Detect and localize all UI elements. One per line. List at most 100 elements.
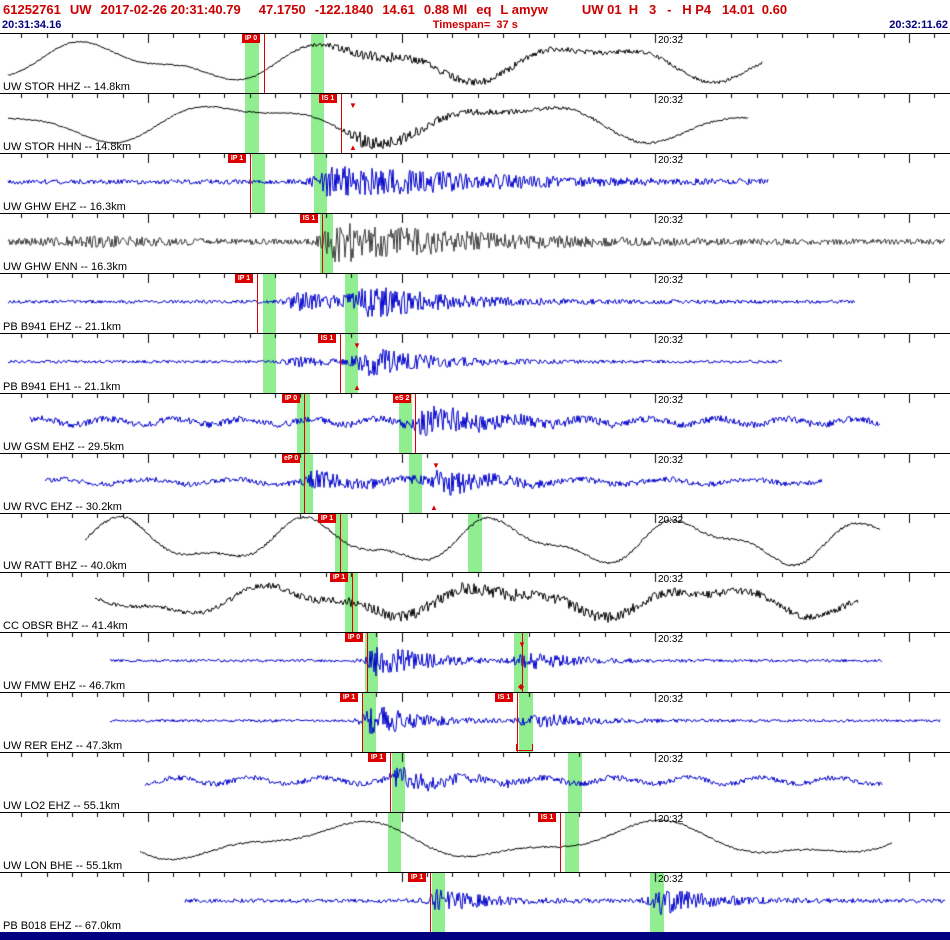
pick-label[interactable]: IP 1 — [408, 873, 426, 883]
event-network: UW — [69, 2, 92, 17]
waveform-canvas[interactable] — [0, 393, 950, 453]
station-label: UW RATT BHZ -- 40.0km — [3, 560, 127, 573]
pick-label[interactable]: IS 1 — [495, 693, 513, 703]
pick-label[interactable]: eS 2 — [393, 393, 412, 403]
trace-panel[interactable]: IP 1 20:32 UW LO2 EHZ -- 55.1km — [0, 752, 950, 813]
pick-label[interactable]: IP 1 — [330, 573, 348, 583]
trace-panel[interactable]: IP 0 ▼ ◆ 20:32 UW FMW EHZ -- 46.7km — [0, 632, 950, 693]
origin-time: 2017-02-26 20:31:40.79 — [100, 2, 241, 17]
waveform-canvas[interactable] — [0, 93, 950, 153]
pick-label[interactable]: IS 1 — [318, 333, 336, 343]
trace-panel[interactable]: IP 1 20:32 UW RATT BHZ -- 40.0km — [0, 512, 950, 573]
trace-panel[interactable]: IP 0 eS 2 20:32 UW GSM EHZ -- 29.5km — [0, 392, 950, 453]
minute-label: 20:32 — [658, 274, 684, 286]
pick-time-line[interactable] — [362, 693, 363, 753]
trace-panel[interactable]: IP 1 20:32 PB B941 EHZ -- 21.1km — [0, 272, 950, 333]
pick-label[interactable]: IS 1 — [538, 813, 556, 823]
trace-panel[interactable]: IP 1 20:32 CC OBSR BHZ -- 41.4km — [0, 572, 950, 633]
waveform-canvas[interactable] — [0, 633, 950, 693]
waveform-canvas[interactable] — [0, 273, 950, 333]
pick-time-line[interactable] — [352, 573, 353, 633]
event-longitude: -122.1840 — [314, 2, 374, 17]
window-start-time: 20:31:34.16 — [2, 19, 62, 31]
pick-time-line[interactable] — [250, 153, 251, 213]
trace-panel[interactable]: IS 1 20:32 UW LON BHE -- 55.1km — [0, 812, 950, 873]
station-label: UW RER EHZ -- 47.3km — [3, 740, 123, 753]
pick-time-line[interactable] — [415, 393, 416, 453]
pick-time-line[interactable] — [367, 633, 368, 693]
trace-panel[interactable]: IP 1 20:32 UW GHW EHZ -- 16.3km — [0, 152, 950, 213]
event-type: eq — [476, 2, 492, 17]
pick-label[interactable]: IP 1 — [235, 273, 253, 283]
waveform-canvas[interactable] — [0, 333, 950, 393]
station-label: UW RVC EHZ -- 30.2km — [3, 500, 122, 513]
pick-time-line[interactable] — [340, 513, 341, 573]
pick-time-line[interactable] — [322, 213, 323, 273]
station-label: UW GHW EHZ -- 16.3km — [3, 200, 126, 213]
waveform-canvas[interactable] — [0, 34, 950, 93]
pick-time-line[interactable] — [390, 753, 391, 813]
station-label: UW FMW EHZ -- 46.7km — [3, 680, 126, 693]
trace-panel[interactable]: IS 1 ▼ ▲ 20:32 PB B941 EH1 -- 21.1km — [0, 332, 950, 393]
time-axis-bar: 20:31:34.16 Timespan= 37 s 20:32:11.62 — [0, 19, 950, 33]
pick-time-line[interactable] — [341, 93, 342, 153]
event-latitude: 47.1750 — [258, 2, 306, 17]
bottom-scrollbar[interactable] — [0, 932, 950, 940]
coda-bracket-icon — [516, 744, 533, 752]
trace-panel[interactable]: eP 0 ▼ ▲ 20:32 UW RVC EHZ -- 30.2km — [0, 452, 950, 513]
waveform-canvas[interactable] — [0, 153, 950, 213]
pick-marker-up-icon: ▲ — [353, 382, 361, 392]
pick-label[interactable]: IP 0 — [345, 633, 363, 643]
pick-time-line[interactable] — [522, 633, 523, 693]
waveform-canvas[interactable] — [0, 873, 950, 933]
minute-label: 20:32 — [658, 334, 684, 346]
waveform-canvas[interactable] — [0, 453, 950, 513]
waveform-canvas[interactable] — [0, 213, 950, 273]
pick-time-line[interactable] — [257, 273, 258, 333]
pick-label[interactable]: IP 1 — [318, 513, 336, 523]
minute-label: 20:32 — [658, 94, 684, 106]
timespan-label: Timespan= 37 s — [432, 19, 518, 31]
pick-label[interactable]: IS 1 — [319, 93, 337, 103]
pick-time-line[interactable] — [430, 873, 431, 933]
station-label: UW GSM EHZ -- 29.5km — [3, 440, 125, 453]
pick-marker-down-icon: ▼ — [518, 640, 526, 650]
waveform-canvas[interactable] — [0, 813, 950, 873]
waveform-canvas[interactable] — [0, 573, 950, 633]
review-flags: L amyw — [500, 2, 548, 17]
waveform-canvas[interactable] — [0, 693, 950, 753]
minute-label: 20:32 — [658, 454, 684, 466]
pick-time-line[interactable] — [560, 813, 561, 873]
pick-label[interactable]: IP 1 — [228, 153, 246, 163]
pick-label[interactable]: IP 0 — [242, 34, 260, 43]
trace-panel[interactable]: IS 1 20:32 UW GHW ENN -- 16.3km — [0, 212, 950, 273]
station-label: UW STOR HHZ -- 14.8km — [3, 80, 130, 93]
pick-label[interactable]: IP 0 — [282, 393, 300, 403]
station-label: PB B018 EHZ -- 67.0km — [3, 920, 121, 933]
minute-label: 20:32 — [658, 214, 684, 226]
event-extra-info: UW 01 H 3 - H P4 14.01 0.60 — [581, 2, 788, 17]
pick-time-line[interactable] — [264, 34, 265, 93]
station-label: UW LO2 EHZ -- 55.1km — [3, 800, 120, 813]
waveform-canvas[interactable] — [0, 753, 950, 813]
pick-time-line[interactable] — [517, 693, 518, 753]
trace-panel[interactable]: IP 1 20:32 PB B018 EHZ -- 67.0km — [0, 872, 950, 933]
minute-label: 20:32 — [658, 814, 684, 826]
trace-panel[interactable]: IP 1 IS 1 20:32 UW RER EHZ -- 47.3km — [0, 692, 950, 753]
pick-marker-down-icon: ▼ — [353, 340, 361, 350]
waveform-canvas[interactable] — [0, 513, 950, 573]
event-magnitude: 0.88 Ml — [423, 2, 468, 17]
pick-time-line[interactable] — [304, 453, 305, 513]
pick-label[interactable]: IS 1 — [300, 213, 318, 223]
trace-panel[interactable]: IS 1 ▼ ▲ 20:32 UW STOR HHN -- 14.8km — [0, 92, 950, 153]
pick-time-line[interactable] — [340, 333, 341, 393]
pick-marker-down-icon: ▼ — [349, 100, 357, 110]
pick-label[interactable]: eP 0 — [282, 453, 301, 463]
trace-panel[interactable]: IP 0 20:32 UW STOR HHZ -- 14.8km — [0, 33, 950, 93]
pick-marker-up-icon: ▲ — [430, 502, 438, 512]
pick-label[interactable]: IP 1 — [340, 693, 358, 703]
pick-time-line[interactable] — [304, 393, 305, 453]
trace-stack: IP 0 20:32 UW STOR HHZ -- 14.8km IS 1 ▼ ▲ 20:3… — [0, 33, 950, 933]
station-label: PB B941 EHZ -- 21.1km — [3, 320, 121, 333]
pick-label[interactable]: IP 1 — [368, 753, 386, 763]
